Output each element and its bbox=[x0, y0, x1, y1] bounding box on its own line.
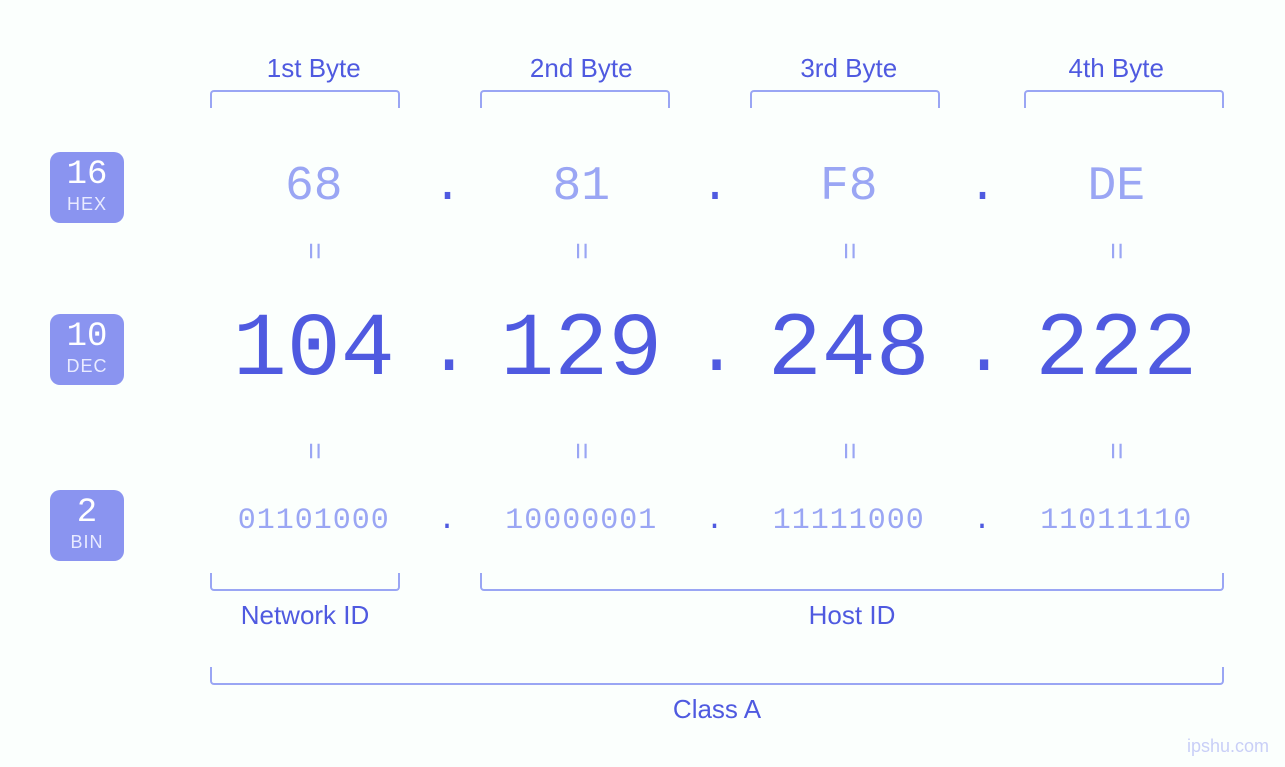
bin-base: 2 bbox=[50, 496, 124, 530]
dec-byte-4: 222 bbox=[1035, 300, 1197, 402]
byte-labels-row: 1st Byte 2nd Byte 3rd Byte 4th Byte bbox=[200, 53, 1230, 84]
equals-row-top: = = = = bbox=[200, 234, 1230, 268]
byte-label-3: 3rd Byte bbox=[800, 53, 897, 83]
dec-byte-3: 248 bbox=[768, 300, 930, 402]
hex-byte-2: 81 bbox=[552, 160, 610, 214]
dec-base: 10 bbox=[50, 320, 124, 354]
equals-icon: = bbox=[564, 242, 598, 260]
dec-badge: 10 DEC bbox=[50, 314, 124, 385]
equals-icon: = bbox=[297, 242, 331, 260]
dot-icon: . bbox=[433, 160, 462, 214]
hex-badge: 16 HEX bbox=[50, 152, 124, 223]
bin-byte-3: 11111000 bbox=[773, 504, 925, 538]
dec-row: 104 . 129 . 248 . 222 bbox=[200, 300, 1230, 402]
class-label: Class A bbox=[210, 694, 1224, 725]
bin-label: BIN bbox=[50, 532, 124, 553]
hex-row: 68 . 81 . F8 . DE bbox=[200, 160, 1230, 214]
dec-byte-2: 129 bbox=[500, 300, 662, 402]
hex-label: HEX bbox=[50, 194, 124, 215]
equals-icon: = bbox=[1099, 442, 1133, 460]
byte-bracket-3 bbox=[750, 90, 940, 108]
class-bracket bbox=[210, 667, 1224, 685]
network-id-label: Network ID bbox=[210, 600, 400, 631]
bin-byte-4: 11011110 bbox=[1040, 504, 1192, 538]
equals-icon: = bbox=[564, 442, 598, 460]
dot-icon: . bbox=[438, 504, 457, 538]
dot-icon: . bbox=[963, 310, 1006, 392]
equals-icon: = bbox=[832, 242, 866, 260]
network-id-bracket bbox=[210, 573, 400, 591]
bin-byte-1: 01101000 bbox=[238, 504, 390, 538]
equals-row-bottom: = = = = bbox=[200, 434, 1230, 468]
byte-label-4: 4th Byte bbox=[1069, 53, 1164, 83]
host-id-bracket bbox=[480, 573, 1224, 591]
dec-byte-1: 104 bbox=[233, 300, 395, 402]
dot-icon: . bbox=[428, 310, 471, 392]
hex-byte-1: 68 bbox=[285, 160, 343, 214]
host-id-label: Host ID bbox=[480, 600, 1224, 631]
byte-bracket-2 bbox=[480, 90, 670, 108]
dot-icon: . bbox=[701, 160, 730, 214]
byte-label-1: 1st Byte bbox=[267, 53, 361, 83]
dot-icon: . bbox=[973, 504, 992, 538]
dec-label: DEC bbox=[50, 356, 124, 377]
dot-icon: . bbox=[705, 504, 724, 538]
bin-badge: 2 BIN bbox=[50, 490, 124, 561]
hex-byte-4: DE bbox=[1087, 160, 1145, 214]
dot-icon: . bbox=[695, 310, 738, 392]
bin-row: 01101000 . 10000001 . 11111000 . 1101111… bbox=[200, 504, 1230, 538]
byte-bracket-4 bbox=[1024, 90, 1224, 108]
watermark: ipshu.com bbox=[1187, 736, 1269, 757]
equals-icon: = bbox=[832, 442, 866, 460]
byte-bracket-1 bbox=[210, 90, 400, 108]
hex-byte-3: F8 bbox=[820, 160, 878, 214]
ip-diagram: 1st Byte 2nd Byte 3rd Byte 4th Byte 16 H… bbox=[0, 0, 1285, 767]
equals-icon: = bbox=[1099, 242, 1133, 260]
dot-icon: . bbox=[968, 160, 997, 214]
hex-base: 16 bbox=[50, 158, 124, 192]
byte-label-2: 2nd Byte bbox=[530, 53, 633, 83]
bin-byte-2: 10000001 bbox=[505, 504, 657, 538]
equals-icon: = bbox=[297, 442, 331, 460]
